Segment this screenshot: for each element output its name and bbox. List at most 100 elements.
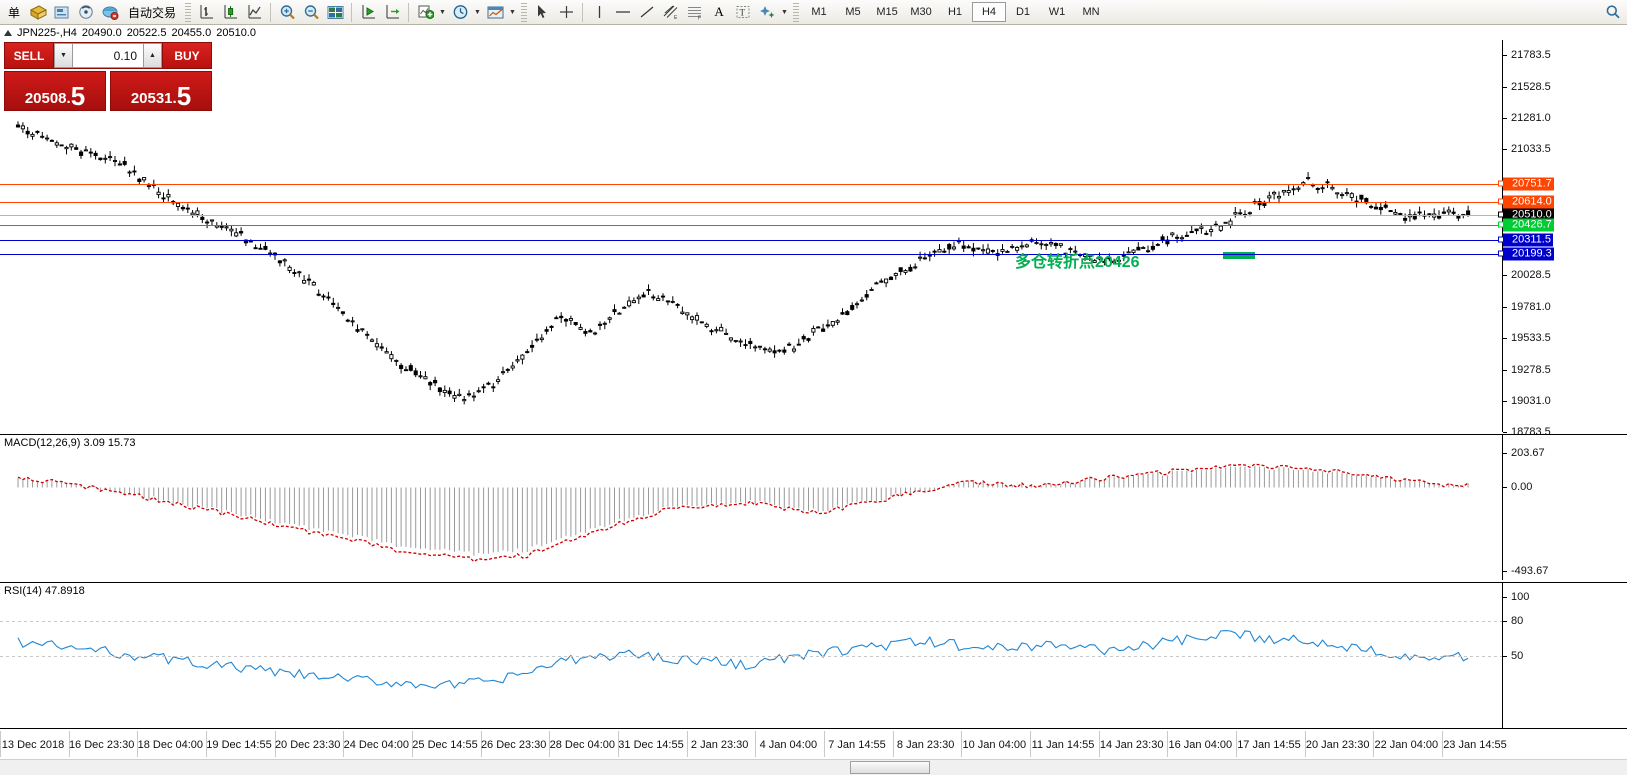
hline-icon[interactable] [611,1,635,23]
signal-icon[interactable] [74,1,98,23]
chart-shift-icon[interactable] [380,1,404,23]
text-icon[interactable]: A [707,1,731,23]
price-chart-pane[interactable]: 多仓转折点20426 21783.5 21528.5 21281.0 21033.5 2… [0,40,1627,438]
rsi-gridline [0,656,1502,657]
price-level-value: 20510.0 [1512,208,1552,221]
period-icon[interactable] [448,1,472,23]
price-level-handle[interactable] [1498,211,1504,218]
collapse-triangle-icon[interactable] [4,30,12,36]
rsi-gridline [0,620,1502,622]
timeframe-w1[interactable]: W1 [1048,6,1066,18]
rsi-axis[interactable]: 100 80 50 [1502,583,1627,728]
autoscroll-icon[interactable] [356,1,380,23]
price-level-tag[interactable]: 20199.3 [1498,247,1554,261]
templates-dropdown-caret[interactable]: ▼ [509,8,516,16]
bar-chart-icon[interactable] [194,1,218,23]
price-level-tag[interactable]: 20311.5 [1498,233,1553,247]
horizontal-scrollbar[interactable] [0,759,1627,775]
period-dropdown-caret[interactable]: ▼ [474,8,481,16]
time-axis[interactable]: 13 Dec 2018 16 Dec 23:30 18 Dec 04:00 19 De… [0,728,1627,758]
zoom-out-icon[interactable] [299,1,323,23]
price-level-value: 20199.3 [1512,247,1552,260]
timeframe-m30[interactable]: M30 [910,6,932,18]
timeframe-h1[interactable]: H1 [947,6,963,18]
cursor-icon[interactable] [530,1,554,23]
crosshair-icon[interactable] [554,1,578,23]
line-chart-icon[interactable] [242,1,266,23]
price-level-line[interactable] [0,253,1502,255]
price-level-tag[interactable]: 20751.7 [1498,177,1554,191]
time-separator [343,731,345,757]
volume-input[interactable]: 0.10 [73,43,143,68]
indicators-icon[interactable] [413,1,437,23]
toolbar-grip-2[interactable] [521,2,528,22]
price-level-handle[interactable] [1498,198,1504,205]
news-icon[interactable] [50,1,74,23]
scrollbar-thumb[interactable] [850,761,930,774]
volume-stepper[interactable]: ▼ 0.10 ▲ [54,42,162,69]
one-click-trading-panel[interactable]: SELL ▼ 0.10 ▲ BUY 20508 . 5 20531 . 5 [4,42,212,111]
expert-advisor-icon[interactable] [98,1,122,23]
price-level-tag[interactable]: 20614.0 [1498,195,1554,209]
price-level-handle[interactable] [1498,236,1504,243]
price-level-line[interactable] [0,201,1502,203]
oct-top-row: SELL ▼ 0.10 ▲ BUY [4,42,212,69]
time-separator [0,731,1,757]
label-icon[interactable]: T [731,1,755,23]
fibonacci-icon[interactable]: F [683,1,707,23]
candlestick-chart-icon[interactable] [218,1,242,23]
price-level-tag[interactable]: 20510.0 [1498,208,1554,222]
time-label: 13 Dec 2018 [1,739,65,751]
shapes-icon[interactable] [755,1,779,23]
macd-tick: -493.67 [1503,565,1548,577]
price-level-line[interactable] [0,225,1502,227]
sell-button[interactable]: SELL [4,42,54,69]
price-level-handle[interactable] [1498,180,1504,187]
timeframe-d1[interactable]: D1 [1015,6,1031,18]
toolbar-grip[interactable] [185,2,192,22]
autotrade-label[interactable]: 自动交易 [128,5,177,20]
price-plot-area[interactable]: 多仓转折点20426 [0,40,1502,432]
sell-price-button[interactable]: 20508 . 5 [4,71,106,111]
macd-axis[interactable]: 203.67 0.00 -493.67 [1502,435,1627,580]
time-label: 16 Dec 23:30 [68,739,135,751]
rsi-pane[interactable]: RSI(14) 47.8918 100 80 50 [0,582,1627,728]
timeframe-h4[interactable]: H4 [972,2,1007,22]
buy-price-button[interactable]: 20531 . 5 [110,71,212,111]
timeframe-mn[interactable]: MN [1082,6,1100,18]
price-level-line[interactable] [0,239,1502,241]
trendline-icon[interactable] [635,1,659,23]
buy-price-dot: . [172,90,177,107]
buy-price-integer: 20531 [130,90,173,107]
buy-button[interactable]: BUY [162,42,212,69]
price-level-line[interactable] [0,184,1502,186]
equidistant-channel-icon[interactable]: E [659,1,683,23]
volume-increase-button[interactable]: ▲ [143,43,162,68]
rsi-series [17,630,1469,689]
order-list-icon[interactable]: 单 [2,1,26,23]
templates-icon[interactable] [483,1,507,23]
time-label: 19 Dec 14:55 [206,739,272,751]
shapes-dropdown-caret[interactable]: ▼ [781,8,788,16]
zoom-in-icon[interactable] [275,1,299,23]
price-level-line[interactable] [0,214,1502,216]
rsi-plot-area[interactable] [0,583,1502,728]
timeframe-m1[interactable]: M1 [811,6,827,18]
time-separator [1442,731,1443,757]
wallet-icon[interactable] [26,1,50,23]
toolbar-right-group [1601,1,1625,23]
macd-plot-area[interactable] [0,435,1502,580]
search-icon[interactable] [1601,1,1625,23]
vline-icon[interactable] [587,1,611,23]
toolbar-grip-3[interactable] [793,2,800,22]
grid-icon[interactable] [323,1,347,23]
price-axis[interactable]: 21783.5 21528.5 21281.0 21033.5 20028.5 19781… [1498,40,1627,438]
price-level-handle[interactable] [1498,221,1504,228]
timeframe-m5[interactable]: M5 [845,6,861,18]
price-level-handle[interactable] [1498,250,1504,257]
timeframe-m15[interactable]: M15 [876,6,898,18]
macd-pane[interactable]: MACD(12,26,9) 3.09 15.73 203.67 0.00 -493.… [0,434,1627,580]
volume-decrease-button[interactable]: ▼ [54,43,73,68]
price-level-tag[interactable]: 20426.7 [1498,218,1554,232]
indicators-dropdown-caret[interactable]: ▼ [439,8,446,16]
